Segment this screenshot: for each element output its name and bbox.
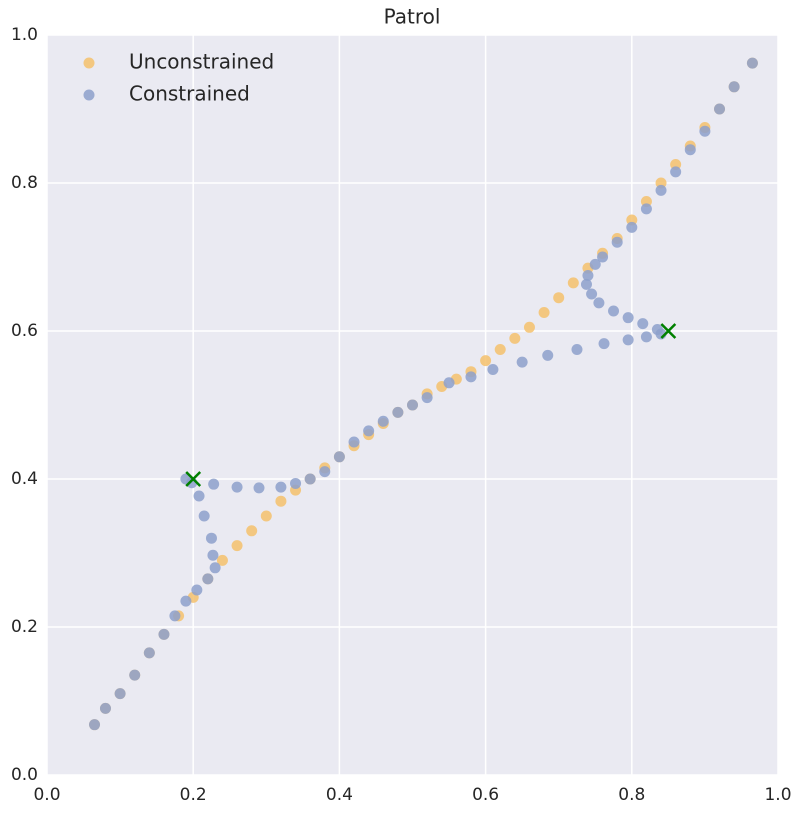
scatter-point bbox=[392, 406, 404, 418]
scatter-point bbox=[655, 184, 667, 196]
scatter-point bbox=[494, 344, 506, 355]
scatter-point bbox=[143, 647, 155, 659]
legend-swatch bbox=[83, 57, 95, 69]
legend-label: Unconstrained bbox=[129, 50, 274, 74]
scatter-point bbox=[516, 356, 528, 368]
scatter-point bbox=[651, 324, 663, 336]
scatter-point bbox=[637, 318, 649, 330]
scatter-point bbox=[407, 399, 418, 411]
scatter-point bbox=[622, 334, 634, 346]
x-tick-label: 0.6 bbox=[472, 785, 499, 805]
scatter-point bbox=[348, 436, 360, 448]
scatter-point bbox=[608, 305, 620, 317]
y-tick-label: 0.0 bbox=[11, 765, 38, 785]
scatter-point bbox=[205, 532, 217, 544]
scatter-point bbox=[193, 490, 205, 502]
scatter-point bbox=[509, 332, 521, 344]
scatter-point bbox=[209, 562, 221, 574]
scatter-point bbox=[443, 377, 455, 389]
scatter-point bbox=[746, 57, 758, 69]
scatter-point bbox=[275, 481, 287, 493]
scatter-point bbox=[684, 144, 696, 156]
scatter-point bbox=[611, 236, 623, 248]
scatter-point bbox=[231, 540, 243, 552]
scatter-point bbox=[597, 251, 609, 263]
scatter-point bbox=[593, 297, 605, 309]
scatter-point bbox=[99, 702, 111, 714]
y-tick-label: 0.8 bbox=[11, 173, 38, 193]
legend-swatch bbox=[83, 89, 95, 101]
scatter-point bbox=[580, 278, 592, 290]
scatter-point bbox=[89, 719, 101, 731]
scatter-point bbox=[589, 258, 601, 270]
scatter-point bbox=[260, 510, 272, 522]
scatter-point bbox=[363, 425, 375, 437]
x-tick-label: 0.4 bbox=[326, 785, 353, 805]
scatter-point bbox=[180, 473, 192, 485]
scatter-point bbox=[333, 451, 345, 463]
scatter-point bbox=[480, 355, 492, 367]
scatter-point bbox=[728, 81, 740, 93]
x-tick-label: 0.0 bbox=[33, 785, 60, 805]
scatter-point bbox=[158, 628, 170, 640]
scatter-point bbox=[523, 321, 535, 333]
scatter-point bbox=[304, 473, 316, 485]
x-tick-label: 1.0 bbox=[764, 785, 791, 805]
y-tick-label: 0.6 bbox=[11, 321, 38, 341]
scatter-point bbox=[207, 549, 219, 561]
scatter-point bbox=[538, 307, 550, 318]
scatter-point bbox=[290, 477, 302, 489]
scatter-point bbox=[582, 270, 594, 281]
scatter-point bbox=[180, 595, 192, 607]
scatter-point bbox=[670, 166, 682, 178]
x-marker bbox=[185, 471, 202, 487]
y-tick-label: 0.4 bbox=[11, 469, 38, 489]
scatter-point bbox=[231, 481, 243, 493]
x-marker bbox=[660, 323, 677, 339]
scatter-point bbox=[598, 338, 610, 350]
scatter-point bbox=[191, 584, 203, 596]
scatter-point bbox=[198, 510, 210, 522]
scatter-point bbox=[553, 292, 565, 304]
scatter-point bbox=[208, 478, 220, 490]
scatter-point bbox=[586, 288, 598, 300]
scatter-point bbox=[246, 525, 258, 537]
scatter-point bbox=[640, 331, 652, 343]
scatter-point bbox=[421, 392, 433, 404]
chart-title: Patrol bbox=[384, 5, 441, 29]
scatter-point bbox=[622, 312, 634, 324]
scatter-point bbox=[114, 688, 126, 700]
scatter-point bbox=[626, 221, 638, 233]
scatter-point bbox=[714, 103, 726, 115]
scatter-point bbox=[571, 344, 583, 355]
scatter-point bbox=[202, 573, 214, 585]
scatter-point bbox=[699, 125, 711, 137]
scatter-point bbox=[567, 277, 579, 289]
legend-label: Constrained bbox=[129, 82, 250, 106]
scatter-point bbox=[169, 610, 181, 622]
scatter-point bbox=[319, 466, 331, 478]
scatter-point bbox=[253, 482, 265, 494]
scatter-point bbox=[377, 415, 389, 427]
y-tick-label: 0.2 bbox=[11, 617, 38, 637]
x-tick-label: 0.2 bbox=[180, 785, 207, 805]
scatter-point bbox=[487, 363, 499, 375]
scatter-point bbox=[216, 554, 228, 566]
y-tick-label: 1.0 bbox=[11, 25, 38, 45]
scatter-point bbox=[542, 349, 554, 361]
scatter-point bbox=[465, 371, 477, 383]
x-tick-label: 0.8 bbox=[618, 785, 645, 805]
scatter-point bbox=[275, 495, 287, 507]
scatter-point bbox=[129, 669, 141, 681]
scatter-point bbox=[640, 203, 652, 215]
